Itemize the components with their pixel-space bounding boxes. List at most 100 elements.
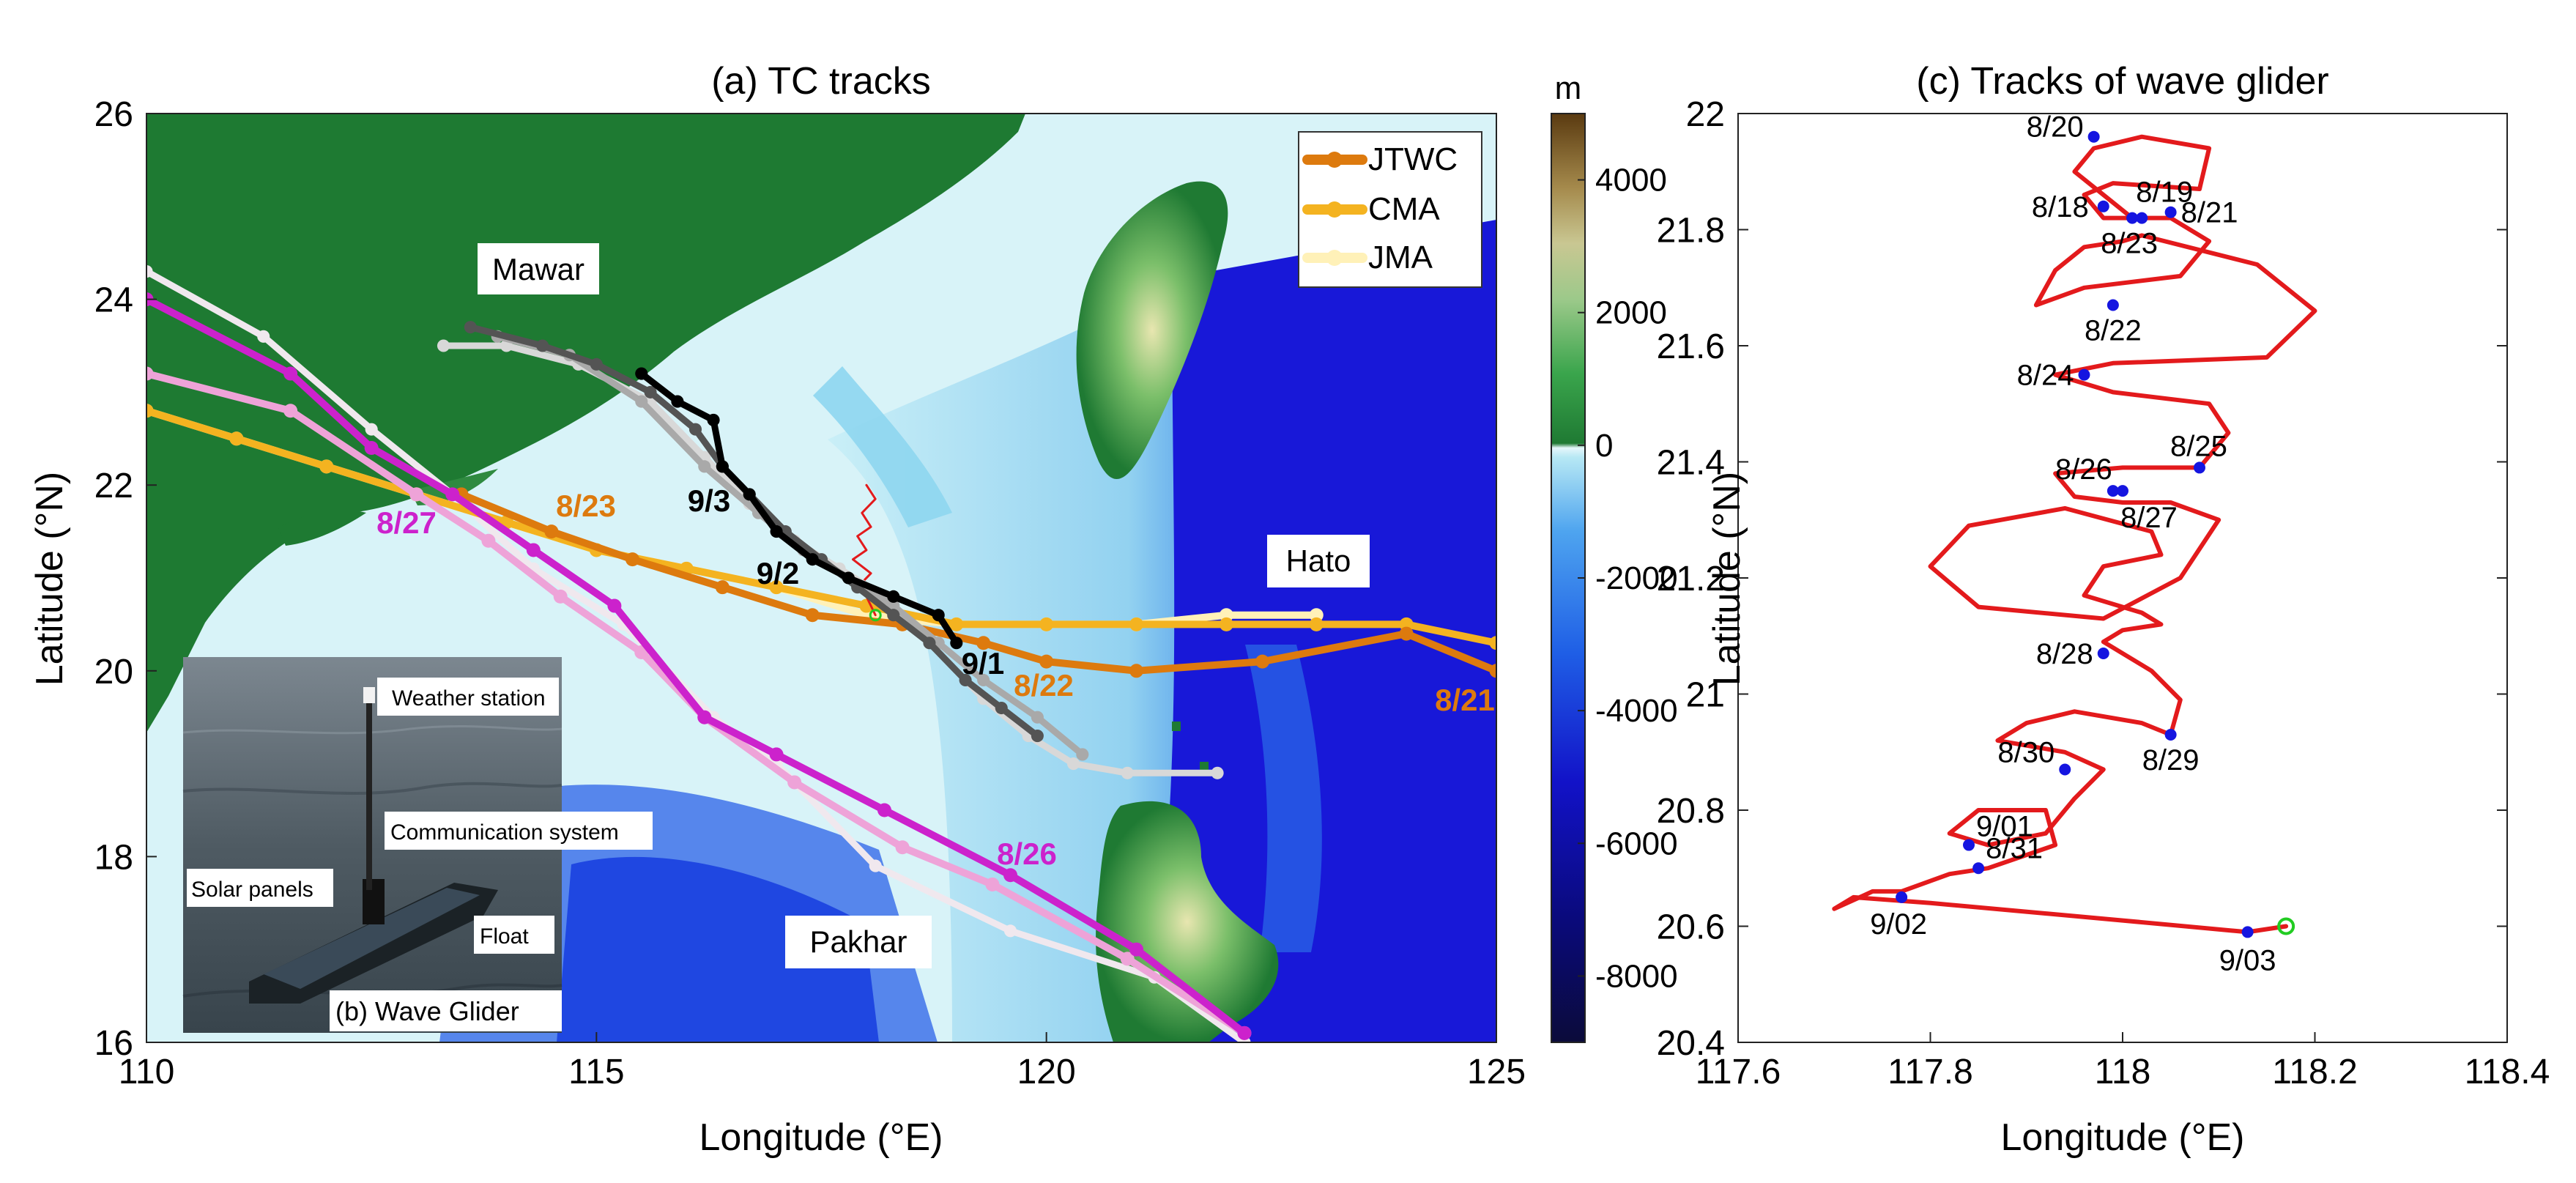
track-point [769, 580, 784, 595]
track-point [364, 440, 379, 455]
inset-label: Solar panels [191, 878, 313, 902]
track-point [697, 710, 712, 724]
y-tick-label: 20.8 [1657, 792, 1725, 831]
track-point [716, 460, 729, 473]
day-point [2107, 485, 2119, 497]
svg-text:CMA: CMA [1368, 191, 1440, 227]
day-label: 8/29 [2142, 744, 2200, 776]
track-point [146, 265, 153, 278]
day-label: 8/24 [2017, 360, 2074, 392]
legend: JTWC CMA JMA [1298, 131, 1482, 288]
x-tick-label: 117.8 [1888, 1053, 1973, 1091]
tc-tracks [146, 265, 1496, 1042]
date-label: 9/2 [757, 556, 799, 590]
x-tick-label: 118.2 [2272, 1053, 2358, 1091]
glider-end-marker [869, 609, 882, 622]
track-point [625, 552, 639, 567]
track-pakhar-jtwc [146, 295, 1248, 1037]
track-point [319, 459, 334, 474]
day-point [2164, 206, 2177, 218]
day-point [2059, 763, 2071, 776]
track-point [1489, 636, 1496, 650]
day-point [2241, 926, 2254, 938]
track-point [842, 571, 855, 585]
track-hato-jtwc [458, 490, 1496, 675]
day-label: 8/21 [2181, 197, 2238, 229]
colorbar-tick-label: 4000 [1595, 163, 1667, 199]
day-point [2117, 485, 2128, 497]
track-point [1309, 617, 1324, 631]
track-point [671, 395, 684, 408]
track-point [995, 701, 1008, 715]
legend-item-jtwc: JTWC [1302, 141, 1458, 177]
y-tick-label: 21 [1686, 676, 1725, 715]
day-point [2136, 212, 2148, 224]
panel-a-axes: 110 115 120 125 16 18 20 22 24 26 [94, 95, 1526, 1091]
day-label: 8/18 [2032, 191, 2089, 223]
day-label: 8/31 [1986, 832, 2043, 864]
day-label: 8/23 [2101, 228, 2158, 260]
x-tick-label: 120 [1017, 1053, 1076, 1091]
colorbar-tick-label: 0 [1595, 428, 1613, 464]
colorbar-tick-label: -4000 [1595, 693, 1678, 729]
track-point [257, 330, 270, 343]
track-point [1211, 766, 1224, 779]
y-tick-label: 20 [94, 653, 133, 691]
day-point [1972, 862, 1985, 875]
track-point [805, 608, 820, 623]
track-point [1003, 924, 1017, 938]
glider-track: 8/20 8/19 8/18 8/21 8/23 8/22 8/24 8/25 8/268/27… [1832, 111, 2317, 976]
panel-c-title: (c) Tracks of wave glider [1916, 60, 2329, 103]
inset-label: Communication system [390, 820, 619, 845]
track-pakhar-cma [146, 370, 1248, 1037]
track-point [445, 487, 460, 502]
x-tick-label: 117.6 [1696, 1053, 1781, 1091]
colorbar-tick-label: -8000 [1595, 958, 1678, 994]
track-point [743, 488, 756, 501]
date-label: 8/22 [1014, 668, 1074, 702]
track-point [698, 460, 711, 473]
day-label: 8/30 [1997, 737, 2055, 769]
day-label: 8/22 [2085, 315, 2142, 347]
svg-text:Hato: Hato [1286, 544, 1351, 578]
day-point [2107, 299, 2119, 311]
panel-c: 8/20 8/19 8/18 8/21 8/23 8/22 8/24 8/25 8/268/27… [1657, 60, 2550, 1159]
day-point [2087, 130, 2100, 143]
track-point [932, 609, 945, 622]
day-point [2097, 648, 2109, 660]
day-label: 8/25 [2170, 430, 2227, 462]
track-point [923, 637, 936, 650]
y-tick-label: 21.2 [1657, 560, 1725, 598]
track-point [1237, 1026, 1252, 1040]
y-tick-label: 20.4 [1657, 1024, 1725, 1063]
inset-caption: (b) Wave Glider [335, 996, 519, 1026]
day-label: 8/20 [2027, 111, 2084, 144]
track-point [409, 487, 424, 502]
track-point [1129, 942, 1144, 957]
day-point [2078, 368, 2090, 381]
track-point [715, 580, 730, 595]
glider-end-marker [2277, 917, 2295, 935]
y-tick-label: 22 [94, 467, 133, 505]
panel-a-ylabel: Latitude (°N) [29, 472, 71, 686]
track-point [1120, 952, 1135, 966]
track-point [1003, 868, 1018, 883]
date-label: 8/23 [556, 489, 616, 523]
track-point [1399, 626, 1414, 641]
storm-label-mawar: Mawar [478, 243, 599, 294]
track-point [1129, 617, 1144, 631]
day-label: 9/02 [1870, 908, 1927, 941]
day-label: 9/03 [2219, 944, 2276, 976]
track-point [146, 404, 154, 418]
track-point [769, 747, 784, 762]
svg-text:JMA: JMA [1368, 240, 1433, 275]
storm-label-pakhar: Pakhar [785, 916, 932, 968]
track-point [635, 367, 648, 380]
day-point [1896, 891, 1908, 903]
date-labels: 8/23 8/22 8/21 8/27 8/26 9/3 9/2 9/1 [376, 483, 1495, 871]
date-label: 9/3 [688, 483, 730, 518]
y-tick-label: 21.4 [1657, 444, 1725, 483]
x-tick-label: 118 [2095, 1053, 2151, 1091]
y-tick-label: 21.8 [1657, 212, 1725, 251]
date-label: 8/27 [376, 505, 437, 540]
